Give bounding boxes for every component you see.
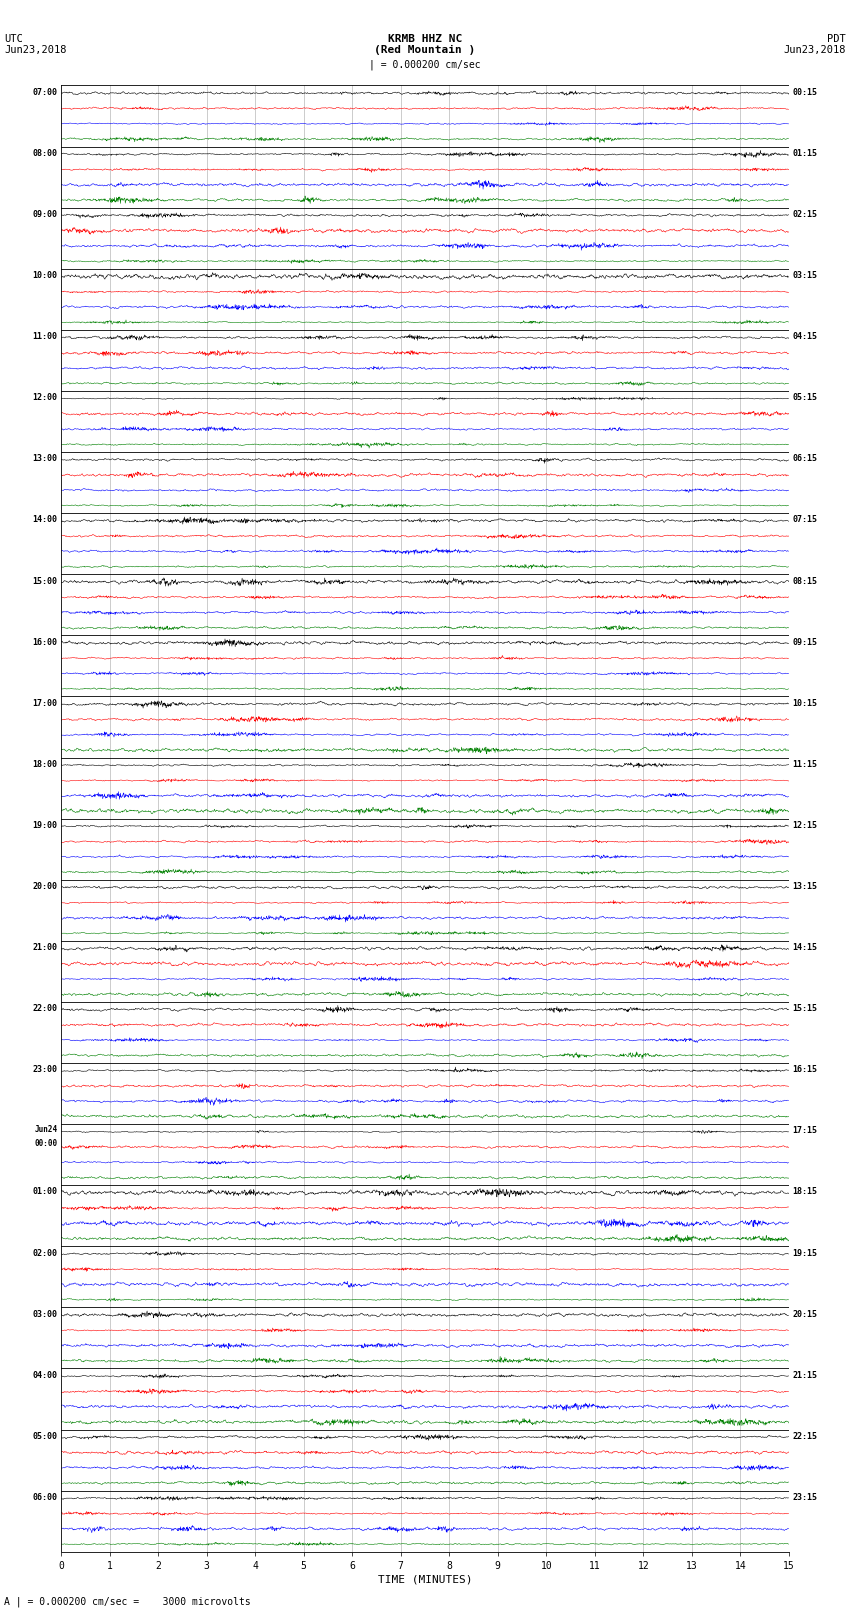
Text: 06:00: 06:00 <box>32 1494 58 1502</box>
Text: 00:00: 00:00 <box>35 1139 58 1148</box>
Text: 12:15: 12:15 <box>792 821 818 829</box>
Text: 04:00: 04:00 <box>32 1371 58 1379</box>
Text: 10:15: 10:15 <box>792 698 818 708</box>
Text: Jun24: Jun24 <box>35 1124 58 1134</box>
Text: 08:00: 08:00 <box>32 148 58 158</box>
Text: | = 0.000200 cm/sec: | = 0.000200 cm/sec <box>369 60 481 71</box>
Text: 10:00: 10:00 <box>32 271 58 281</box>
Text: 09:00: 09:00 <box>32 210 58 219</box>
Text: 01:15: 01:15 <box>792 148 818 158</box>
Text: KRMB HHZ NC: KRMB HHZ NC <box>388 34 462 44</box>
Text: 23:00: 23:00 <box>32 1065 58 1074</box>
Text: 11:00: 11:00 <box>32 332 58 340</box>
X-axis label: TIME (MINUTES): TIME (MINUTES) <box>377 1574 473 1586</box>
Text: 22:15: 22:15 <box>792 1432 818 1440</box>
Text: 19:15: 19:15 <box>792 1248 818 1258</box>
Text: 07:15: 07:15 <box>792 516 818 524</box>
Text: 15:00: 15:00 <box>32 576 58 586</box>
Text: 12:00: 12:00 <box>32 394 58 402</box>
Text: 20:15: 20:15 <box>792 1310 818 1318</box>
Text: 11:15: 11:15 <box>792 760 818 769</box>
Text: 06:15: 06:15 <box>792 455 818 463</box>
Text: 19:00: 19:00 <box>32 821 58 829</box>
Text: 15:15: 15:15 <box>792 1005 818 1013</box>
Text: 00:15: 00:15 <box>792 87 818 97</box>
Text: 21:15: 21:15 <box>792 1371 818 1379</box>
Text: 21:00: 21:00 <box>32 944 58 952</box>
Text: (Red Mountain ): (Red Mountain ) <box>374 45 476 55</box>
Text: 05:00: 05:00 <box>32 1432 58 1440</box>
Text: 07:00: 07:00 <box>32 87 58 97</box>
Text: 09:15: 09:15 <box>792 637 818 647</box>
Text: 03:00: 03:00 <box>32 1310 58 1318</box>
Text: 01:00: 01:00 <box>32 1187 58 1197</box>
Text: 17:00: 17:00 <box>32 698 58 708</box>
Text: 14:15: 14:15 <box>792 944 818 952</box>
Text: 22:00: 22:00 <box>32 1005 58 1013</box>
Text: 02:15: 02:15 <box>792 210 818 219</box>
Text: 18:15: 18:15 <box>792 1187 818 1197</box>
Text: UTC: UTC <box>4 34 23 44</box>
Text: 13:15: 13:15 <box>792 882 818 890</box>
Text: 05:15: 05:15 <box>792 394 818 402</box>
Text: 17:15: 17:15 <box>792 1126 818 1136</box>
Text: 04:15: 04:15 <box>792 332 818 340</box>
Text: 02:00: 02:00 <box>32 1248 58 1258</box>
Text: 23:15: 23:15 <box>792 1494 818 1502</box>
Text: 03:15: 03:15 <box>792 271 818 281</box>
Text: Jun23,2018: Jun23,2018 <box>4 45 67 55</box>
Text: 08:15: 08:15 <box>792 576 818 586</box>
Text: A | = 0.000200 cm/sec =    3000 microvolts: A | = 0.000200 cm/sec = 3000 microvolts <box>4 1595 251 1607</box>
Text: 14:00: 14:00 <box>32 516 58 524</box>
Text: 20:00: 20:00 <box>32 882 58 890</box>
Text: PDT: PDT <box>827 34 846 44</box>
Text: 16:15: 16:15 <box>792 1065 818 1074</box>
Text: 13:00: 13:00 <box>32 455 58 463</box>
Text: 16:00: 16:00 <box>32 637 58 647</box>
Text: 18:00: 18:00 <box>32 760 58 769</box>
Text: Jun23,2018: Jun23,2018 <box>783 45 846 55</box>
